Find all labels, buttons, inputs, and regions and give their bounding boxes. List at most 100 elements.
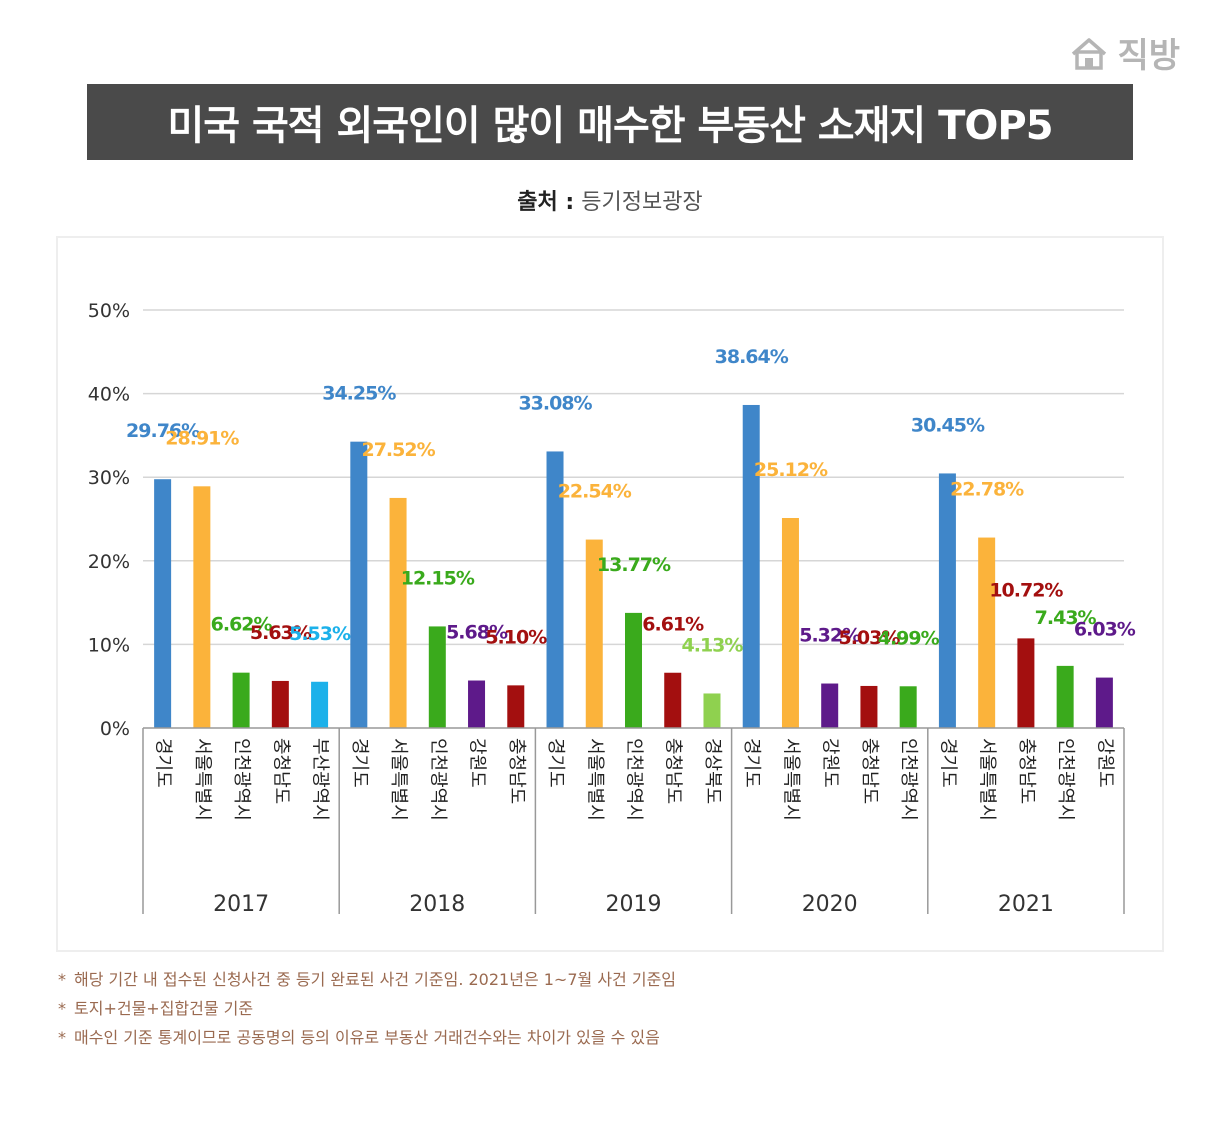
data-label: 5.10% [485,626,547,648]
x-tick-label: 경기도 [153,738,174,788]
x-tick-label: 강원도 [820,738,841,788]
x-tick-label: 충청남도 [859,738,880,804]
bar [350,441,368,728]
data-label: 22.54% [558,481,632,503]
x-tick-label: 강원도 [1094,738,1115,788]
x-tick-label: 서울특별시 [192,738,213,821]
footnote-2: * 토지+건물+집합건물 기준 [58,994,676,1023]
x-tick-label: 충청남도 [270,738,291,804]
year-label: 2021 [998,892,1054,917]
footnote-marker: * [58,999,66,1018]
bar [742,404,760,728]
brand-name: 직방 [1117,36,1180,76]
data-label: 7.43% [1035,607,1097,629]
y-tick-label: 10% [88,634,130,656]
brand-logo: 직방 [1069,28,1180,77]
data-label: 5.68% [446,622,508,644]
bar [1017,638,1035,728]
x-tick-label: 인천광역시 [231,738,252,821]
footnote-3: * 매수인 기준 통계이므로 공동명의 등의 이유로 부동산 거래건수와는 차이… [58,1023,676,1052]
bar [664,672,682,728]
bar [625,612,642,728]
bar [860,685,878,728]
house-logo-icon [1072,37,1107,70]
source-line: 출처 : 등기정보광장 [0,184,1220,216]
x-tick-label: 경기도 [349,738,370,788]
data-label: 4.13% [682,634,744,656]
footnotes: * 해당 기간 내 접수된 신청사건 중 등기 완료된 사건 기준임. 2021… [58,965,676,1052]
x-tick-label: 서울특별시 [584,738,605,821]
x-tick-label: 강원도 [467,738,488,788]
x-tick-label: 서울특별시 [388,738,409,821]
x-tick-label: 서울특별시 [977,738,998,821]
footnote-1: * 해당 기간 내 접수된 신청사건 중 등기 완료된 사건 기준임. 2021… [58,965,676,994]
data-label: 4.99% [878,627,940,649]
bar [271,680,289,728]
data-label: 5.63% [250,622,312,644]
data-label: 25.12% [754,459,828,481]
x-tick-label: 인천광역시 [1055,738,1076,821]
y-tick-label: 20% [88,551,130,573]
bar [1056,665,1074,728]
x-tick-label: 경기도 [937,738,958,788]
footnote-marker: * [58,970,66,989]
data-label: 5.53% [289,623,351,645]
data-label: 6.61% [642,614,704,636]
data-label: 38.64% [715,346,789,368]
x-tick-label: 충청남도 [663,738,684,804]
x-tick-label: 경기도 [741,738,762,788]
x-tick-label: 충청남도 [506,738,527,804]
x-tick-label: 서울특별시 [780,738,801,821]
x-tick-label: 인천광역시 [624,738,645,821]
year-label: 2020 [802,892,858,917]
bar [585,539,603,728]
year-label: 2018 [409,892,465,917]
source-label: 출처 : [517,190,575,215]
bar [938,473,956,728]
data-label: 5.03% [838,627,900,649]
y-tick-label: 30% [88,467,130,489]
x-tick-label: 경상북도 [702,738,723,804]
data-label: 6.03% [1074,619,1136,641]
bar [821,683,839,728]
y-tick-label: 50% [88,300,130,322]
x-tick-label: 부산광역시 [310,738,331,821]
y-tick-label: 0% [100,718,130,740]
bar [428,626,446,728]
data-label: 13.77% [597,554,671,576]
x-tick-label: 인천광역시 [898,738,919,821]
footnote-text: 토지+건물+집합건물 기준 [74,999,254,1018]
page-title-text: 미국 국적 외국인이 많이 매수한 부동산 소재지 TOP5 [167,103,1053,149]
bar [781,517,799,728]
chart-frame: 0% 10% 20% 30% 40% 50% 29.76% 경기도 28.91% 서울특별시 6.6… [56,236,1164,952]
bar [899,686,917,728]
bar [154,479,172,728]
x-tick-label: 경기도 [545,738,566,788]
x-tick-label: 인천광역시 [427,738,448,821]
source-value: 등기정보광장 [581,190,703,215]
bar [311,681,329,728]
footnote-marker: * [58,1028,66,1047]
footnote-text: 해당 기간 내 접수된 신청사건 중 등기 완료된 사건 기준임. 2021년은… [74,970,677,989]
year-label: 2017 [213,892,269,917]
bar [1095,677,1113,728]
data-label: 34.25% [322,383,396,405]
bar [193,486,211,728]
bar [468,680,486,728]
bar [546,451,564,728]
year-label: 2019 [606,892,662,917]
data-label: 30.45% [911,414,985,436]
y-tick-label: 40% [88,384,130,406]
data-label: 12.15% [401,567,475,589]
bar [703,693,721,728]
data-label: 27.52% [361,439,435,461]
data-label: 33.08% [518,392,592,414]
x-tick-label: 충청남도 [1016,738,1037,804]
data-label: 28.91% [165,427,239,449]
bar [389,497,407,728]
data-label: 10.72% [989,579,1063,601]
data-label: 29.76% [126,420,200,442]
bar [978,537,996,728]
page-title: 미국 국적 외국인이 많이 매수한 부동산 소재지 TOP5 [87,84,1133,160]
bar [232,672,250,728]
